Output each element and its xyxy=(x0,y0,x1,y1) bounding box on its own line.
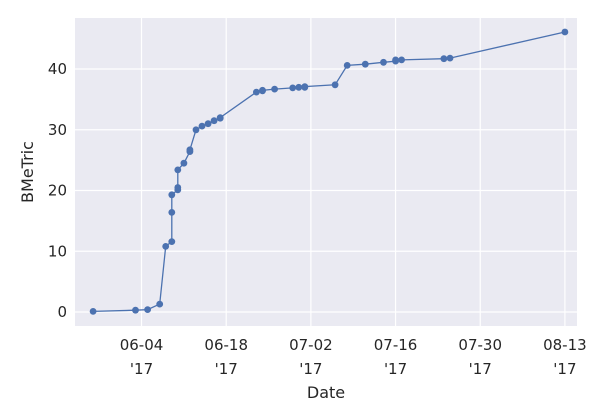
data-point xyxy=(289,84,297,92)
data-point xyxy=(331,81,339,89)
data-point xyxy=(392,56,399,64)
x-tick-label: 08-13 xyxy=(543,336,587,354)
y-axis-title: BMeTric xyxy=(18,141,37,203)
data-point xyxy=(174,166,182,174)
data-point xyxy=(380,58,387,66)
plot-area xyxy=(75,18,577,326)
data-point xyxy=(192,126,200,134)
data-point xyxy=(301,83,309,90)
x-axis-title: Date xyxy=(307,383,345,402)
data-point xyxy=(144,306,152,313)
series-group xyxy=(89,28,569,315)
data-point xyxy=(253,88,260,96)
data-point xyxy=(89,308,97,315)
x-tick-year-label: '17 xyxy=(469,360,492,378)
y-tick-label: 10 xyxy=(48,242,67,260)
data-point xyxy=(204,120,212,128)
data-point xyxy=(186,146,194,154)
y-tick-label: 40 xyxy=(48,60,67,78)
y-tick-label: 20 xyxy=(48,182,67,200)
data-point xyxy=(440,55,448,63)
data-point xyxy=(180,159,188,167)
data-point xyxy=(174,184,182,191)
data-point xyxy=(162,243,170,250)
data-point xyxy=(271,85,278,93)
data-point xyxy=(295,83,303,91)
x-tick-year-label: '17 xyxy=(553,360,576,378)
data-point xyxy=(156,300,164,308)
gridlines xyxy=(75,18,577,326)
data-point xyxy=(168,191,176,199)
x-tick-label: 06-18 xyxy=(204,336,248,354)
tick-labels: 0 10 20 30 40 06-04 '17 06-18 '17 07-02 '17 07-16 '1… xyxy=(48,60,587,378)
x-tick-label: 07-02 xyxy=(289,336,333,354)
y-tick-label: 0 xyxy=(57,303,67,321)
data-point xyxy=(216,114,224,121)
y-tick-label: 30 xyxy=(48,121,67,139)
data-point xyxy=(168,209,176,216)
data-point xyxy=(132,306,139,314)
data-point xyxy=(343,62,351,69)
data-point xyxy=(210,117,218,125)
data-point xyxy=(446,54,454,62)
x-tick-year-label: '17 xyxy=(130,360,153,378)
x-tick-label: 06-04 xyxy=(120,336,164,354)
data-point xyxy=(398,56,405,64)
data-point xyxy=(361,60,369,68)
x-tick-label: 07-30 xyxy=(458,336,502,354)
data-point xyxy=(259,86,266,94)
data-point xyxy=(198,122,206,130)
x-tick-year-label: '17 xyxy=(384,360,407,378)
data-point xyxy=(168,238,176,246)
x-tick-year-label: '17 xyxy=(215,360,238,378)
data-point xyxy=(561,28,569,36)
x-tick-label: 07-16 xyxy=(374,336,418,354)
x-tick-year-label: '17 xyxy=(299,360,322,378)
